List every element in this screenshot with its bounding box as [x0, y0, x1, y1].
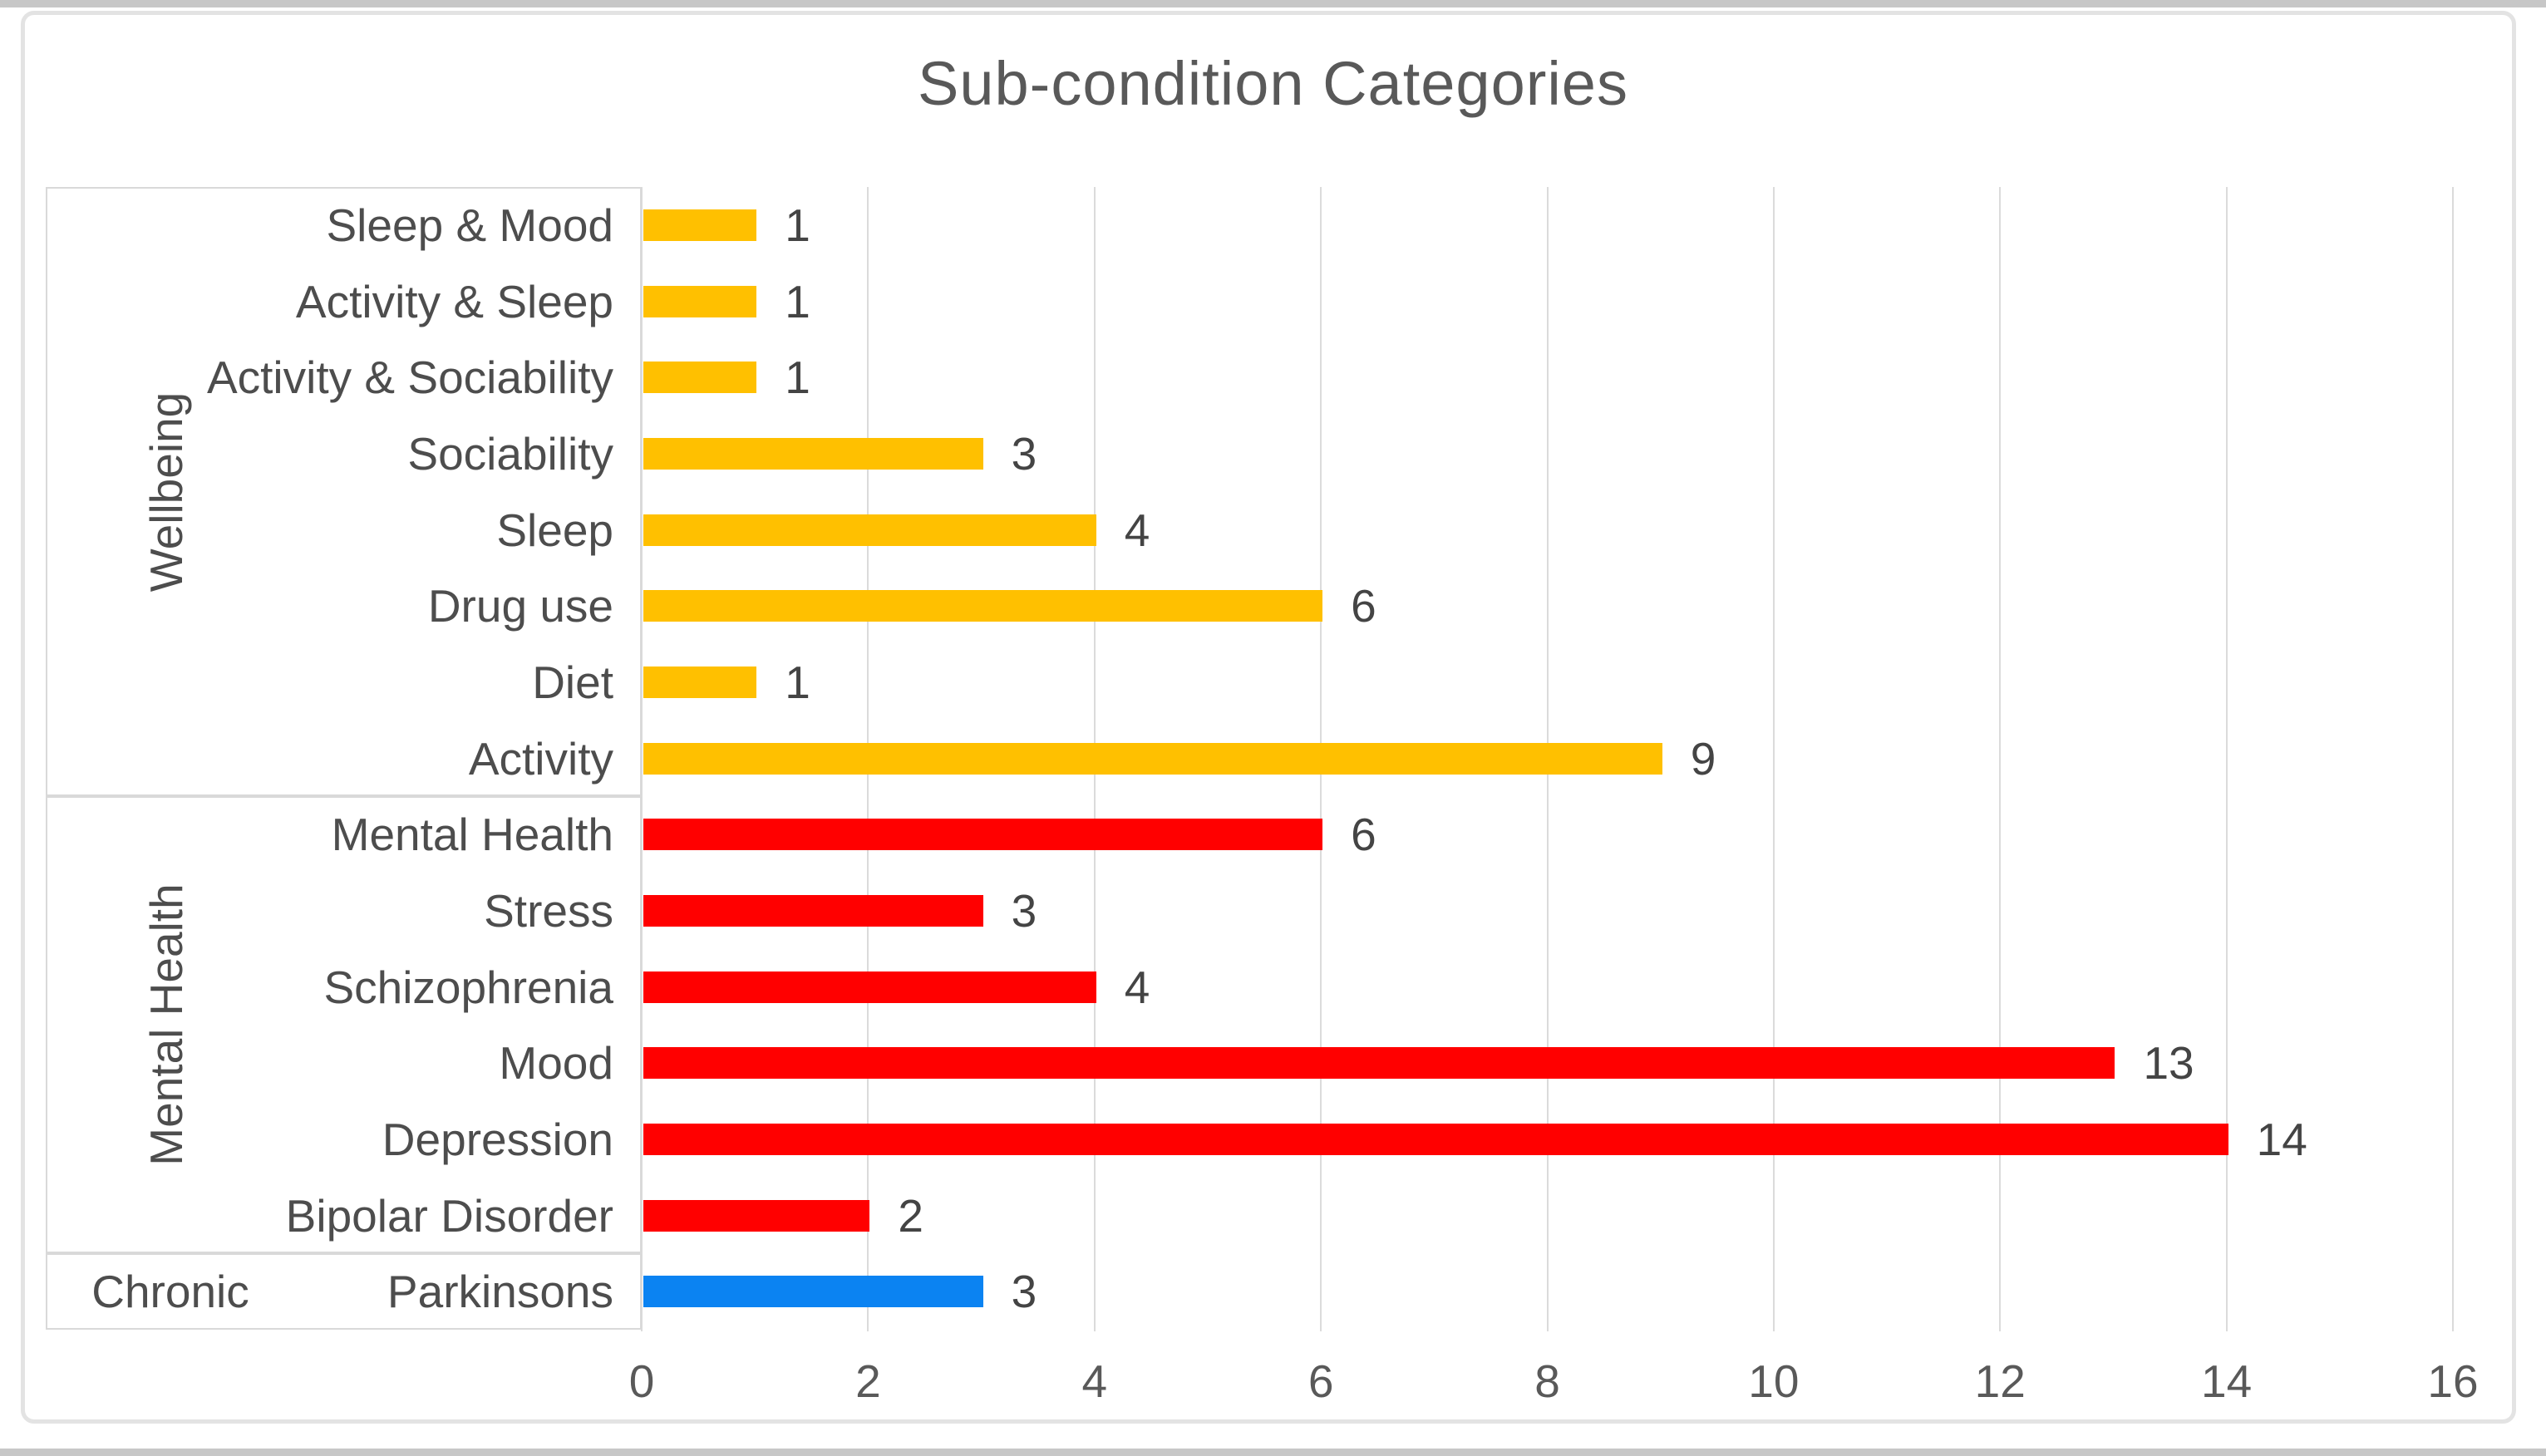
- bar-mood: [643, 1047, 2115, 1080]
- category-label-schizophrenia: Schizophrenia: [323, 961, 613, 1013]
- group-box-wellbeing: [46, 187, 642, 797]
- data-label-bipolar-disorder: 2: [898, 1189, 923, 1242]
- x-tick-label-8: 8: [1534, 1355, 1560, 1407]
- bar-stress: [643, 894, 983, 927]
- bar-activity-sleep: [643, 285, 757, 317]
- gridline-12: [1999, 187, 2002, 1331]
- chart-frame: [21, 11, 2516, 1424]
- category-label-parkinsons: Parkinsons: [387, 1266, 613, 1318]
- category-label-bipolar-disorder: Bipolar Disorder: [285, 1189, 613, 1242]
- category-label-sociability: Sociability: [407, 427, 613, 480]
- data-label-parkinsons: 3: [1011, 1266, 1037, 1318]
- category-label-drug-use: Drug use: [427, 580, 613, 632]
- bar-drug-use: [643, 590, 1323, 622]
- x-tick-label-2: 2: [855, 1355, 881, 1407]
- gridline-10: [1772, 187, 1775, 1331]
- bar-activity-sociability: [643, 362, 757, 394]
- category-label-diet: Diet: [532, 656, 613, 708]
- data-label-drug-use: 6: [1351, 580, 1376, 632]
- group-label-chronic: Chronic: [91, 1266, 249, 1318]
- data-label-diet: 1: [785, 656, 810, 708]
- data-label-mental-health: 6: [1351, 809, 1376, 861]
- group-box-mental-health: [46, 796, 642, 1254]
- x-tick-label-4: 4: [1081, 1355, 1108, 1407]
- category-label-stress: Stress: [484, 884, 613, 937]
- category-label-sleep-mood: Sleep & Mood: [326, 199, 614, 251]
- bar-activity: [643, 742, 1662, 775]
- data-label-activity: 9: [1690, 732, 1716, 785]
- chart-title: Sub-condition Categories: [918, 49, 1628, 118]
- data-label-activity-sociability: 1: [785, 352, 810, 404]
- bar-depression: [643, 1123, 2228, 1155]
- category-label-activity-sleep: Activity & Sleep: [295, 275, 613, 327]
- bar-sleep-mood: [643, 209, 757, 241]
- data-label-sleep-mood: 1: [785, 199, 810, 251]
- bar-sleep: [643, 514, 1096, 546]
- category-label-activity-sociability: Activity & Sociability: [206, 352, 613, 404]
- group-label-mental-health: Mental Health: [140, 883, 192, 1167]
- category-label-depression: Depression: [382, 1113, 613, 1165]
- x-tick-label-14: 14: [2201, 1355, 2253, 1407]
- bar-sociability: [643, 437, 983, 470]
- category-label-mental-health: Mental Health: [331, 809, 613, 861]
- x-tick-label-10: 10: [1748, 1355, 1800, 1407]
- x-tick-label-12: 12: [1974, 1355, 2026, 1407]
- category-label-mood: Mood: [499, 1037, 613, 1090]
- group-label-wellbeing: Wellbeing: [140, 391, 192, 592]
- bar-parkinsons: [643, 1276, 983, 1308]
- x-tick-label-16: 16: [2427, 1355, 2479, 1407]
- data-label-sleep: 4: [1124, 504, 1150, 556]
- data-label-schizophrenia: 4: [1124, 961, 1150, 1013]
- data-label-mood: 13: [2143, 1037, 2194, 1090]
- bar-bipolar-disorder: [643, 1199, 870, 1232]
- bar-diet: [643, 666, 757, 698]
- data-label-stress: 3: [1011, 884, 1037, 937]
- x-tick-label-0: 0: [628, 1355, 655, 1407]
- gridline-16: [2452, 187, 2454, 1331]
- gridline-0: [641, 187, 643, 1331]
- group-box-chronic: [46, 1253, 642, 1330]
- screenshot-top-edge: [0, 0, 2546, 7]
- data-label-depression: 14: [2256, 1113, 2307, 1165]
- data-label-activity-sleep: 1: [785, 275, 810, 327]
- gridline-14: [2225, 187, 2228, 1331]
- screenshot-bottom-edge: [0, 1449, 2546, 1456]
- category-label-activity: Activity: [468, 732, 613, 785]
- x-tick-label-6: 6: [1307, 1355, 1334, 1407]
- category-label-sleep: Sleep: [496, 504, 613, 556]
- bar-schizophrenia: [643, 971, 1096, 1003]
- data-label-sociability: 3: [1011, 427, 1037, 480]
- bar-mental-health: [643, 819, 1323, 851]
